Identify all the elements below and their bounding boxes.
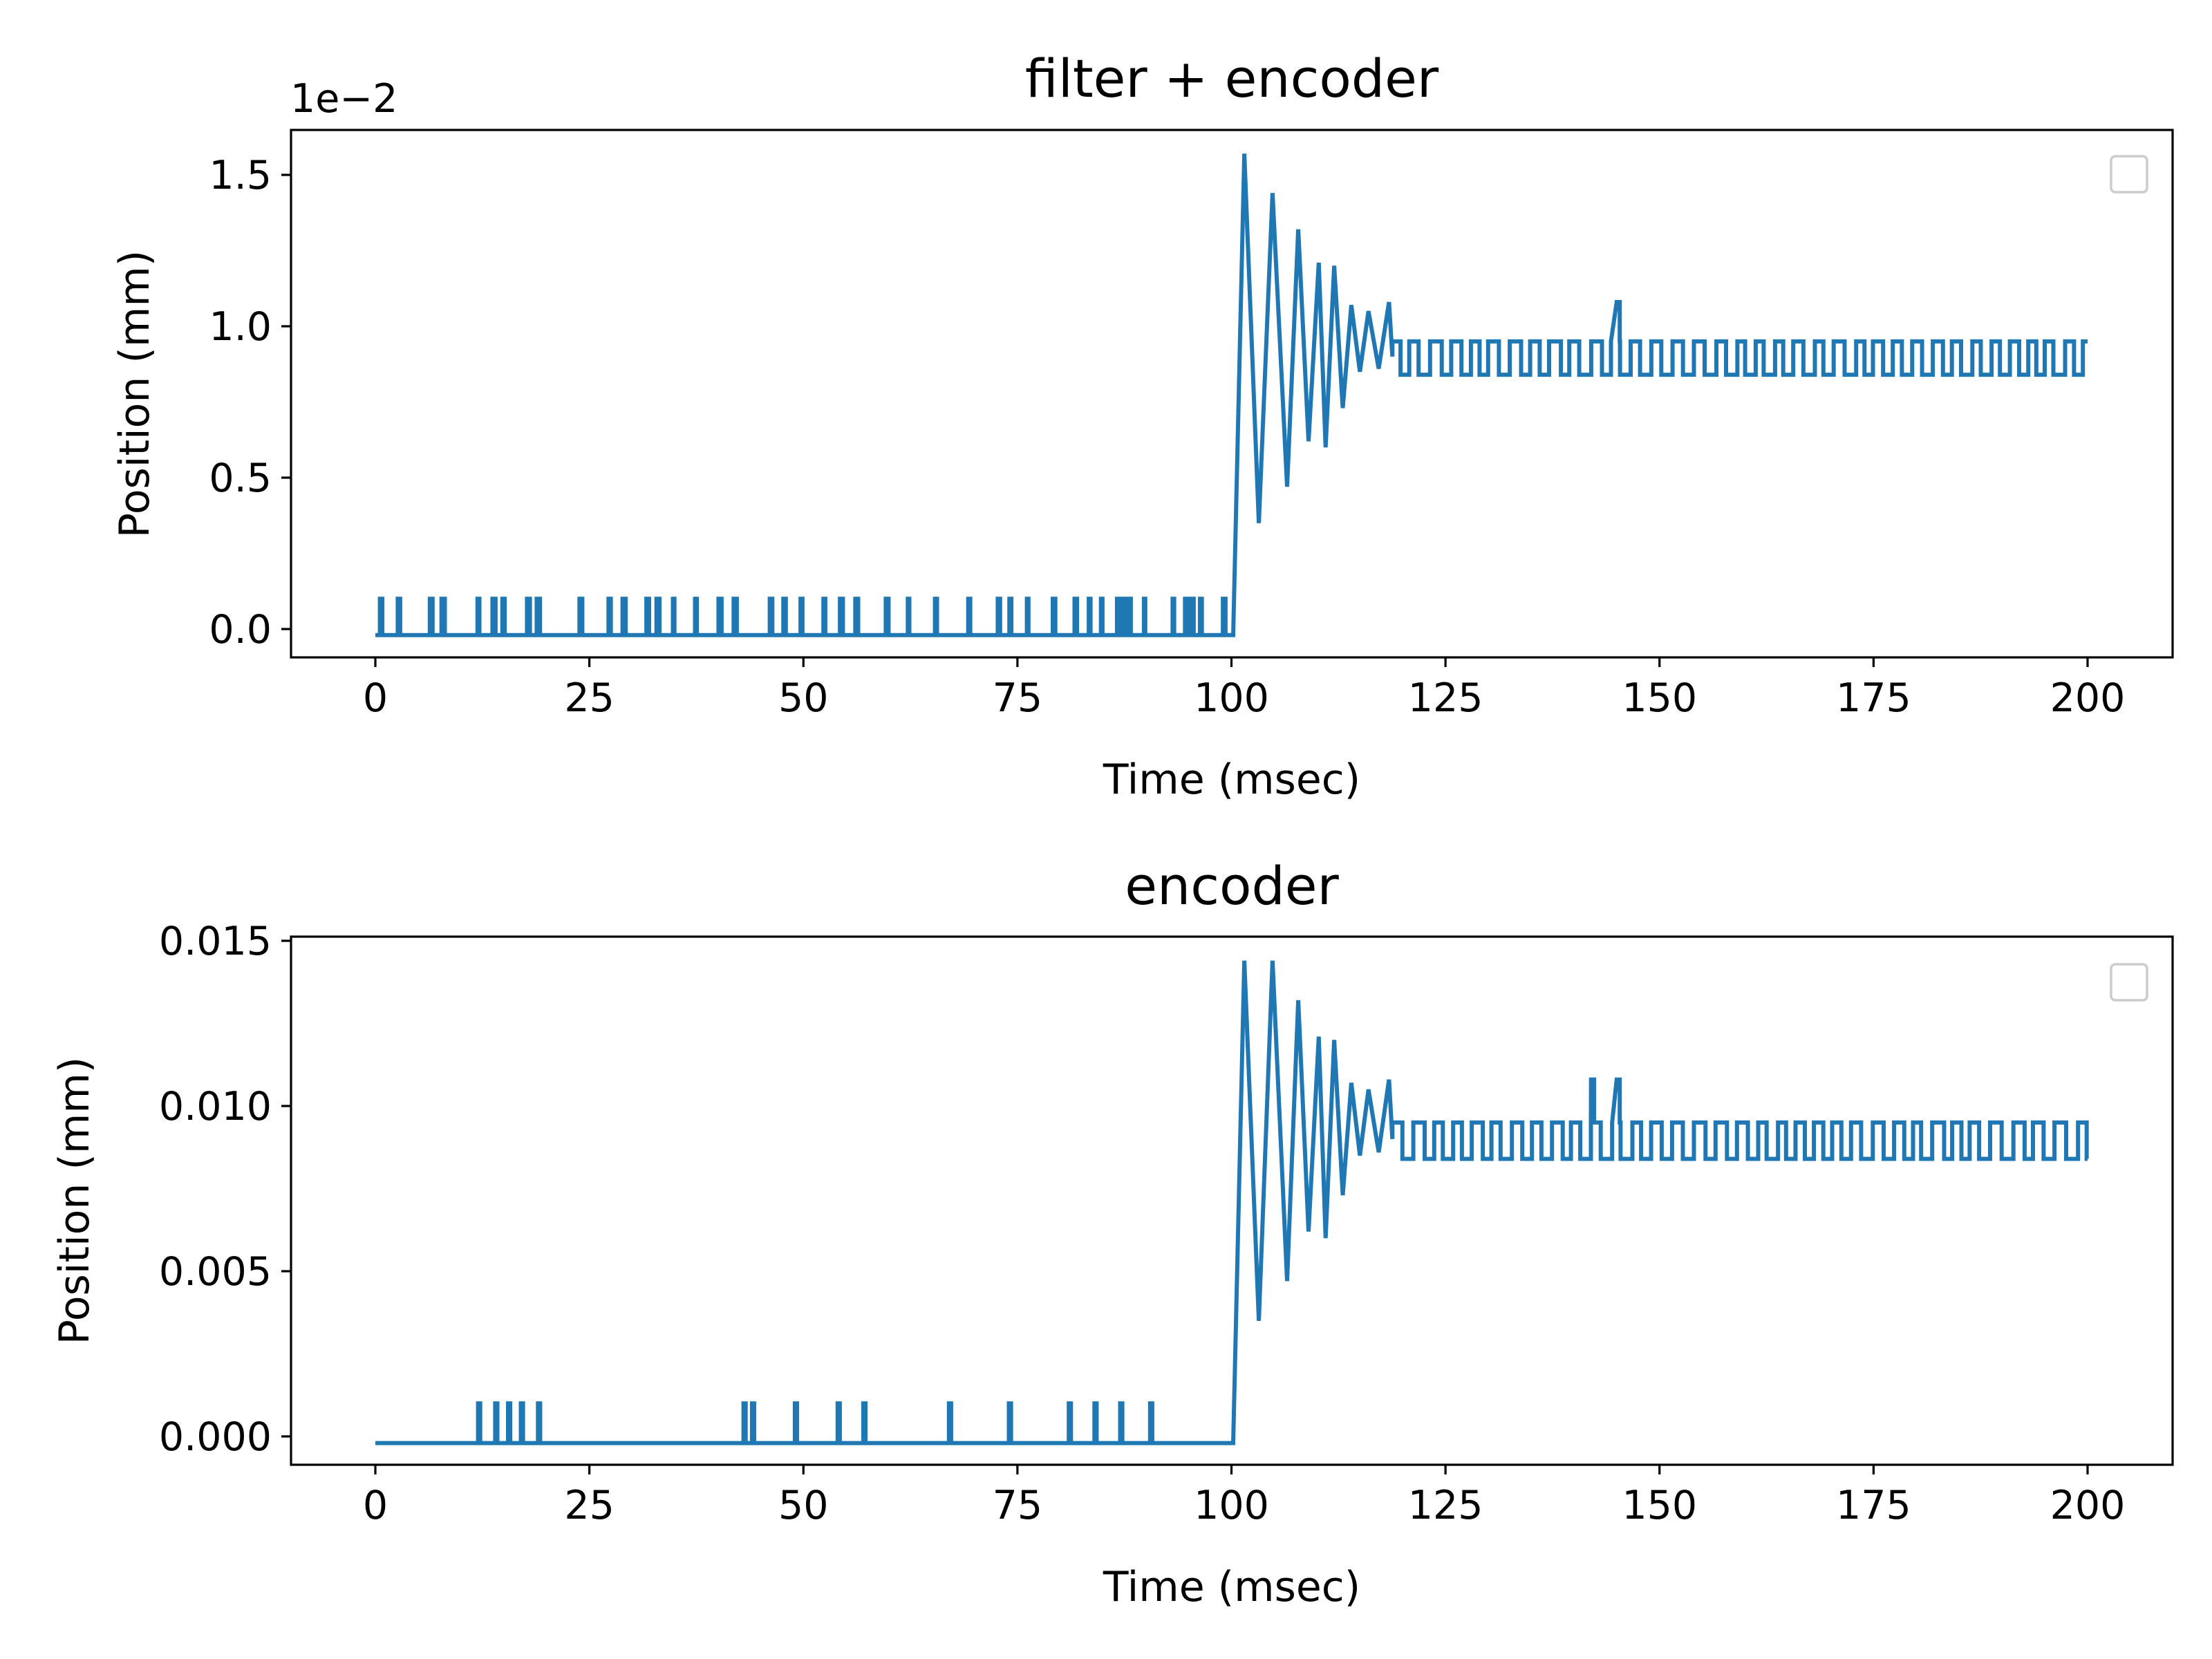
series-line — [375, 960, 2089, 1445]
x-tick-label: 125 — [1408, 1483, 1483, 1528]
x-tick-label: 200 — [2050, 675, 2126, 721]
plot-frame — [290, 129, 2174, 659]
subplot-title: filter + encoder — [1025, 48, 1439, 109]
x-tick-label: 25 — [564, 675, 615, 721]
x-tick-label: 25 — [564, 1483, 615, 1528]
x-tick-label: 100 — [1194, 675, 1269, 721]
y-tick-label: 1.5 — [209, 153, 272, 198]
x-axis: 0 25 50 75 100 125 150 175 200 — [363, 1465, 2126, 1528]
x-tick-label: 50 — [778, 675, 829, 721]
y-offset-label: 1e−2 — [290, 76, 397, 122]
legend-box — [2110, 155, 2148, 194]
y-tick-label: 0.015 — [159, 919, 272, 964]
series-line — [375, 153, 2088, 637]
y-tick-label: 0.5 — [209, 456, 272, 501]
x-axis-label: Time (msec) — [1103, 1563, 1360, 1611]
y-tick-label: 0.0 — [209, 607, 272, 653]
x-axis-label: Time (msec) — [1103, 756, 1360, 804]
x-tick-label: 100 — [1194, 1483, 1269, 1528]
y-tick-label: 0.010 — [159, 1084, 272, 1130]
x-tick-label: 200 — [2050, 1483, 2126, 1528]
y-axis: 0.000 0.005 0.010 0.015 — [159, 919, 291, 1460]
x-tick-label: 50 — [778, 1483, 829, 1528]
y-axis: 0.0 0.5 1.0 1.5 — [209, 153, 291, 653]
plot-frame — [290, 935, 2174, 1466]
subplot-filter-encoder: filter + encoder 1e−2 0 25 50 75 100 125 150 17… — [111, 48, 2174, 804]
x-tick-label: 75 — [993, 675, 1043, 721]
legend-box — [2110, 963, 2148, 1002]
y-tick-label: 0.000 — [159, 1414, 272, 1460]
x-tick-label: 150 — [1622, 675, 1697, 721]
y-axis-label: Position (mm) — [50, 1057, 99, 1344]
y-tick-label: 1.0 — [209, 304, 272, 350]
x-axis: 0 25 50 75 100 125 150 175 200 — [363, 657, 2126, 721]
x-tick-label: 175 — [1836, 1483, 1911, 1528]
x-tick-label: 150 — [1622, 1483, 1697, 1528]
y-tick-label: 0.005 — [159, 1249, 272, 1295]
x-tick-label: 0 — [363, 1483, 388, 1528]
x-tick-label: 0 — [363, 675, 388, 721]
y-axis-label: Position (mm) — [111, 250, 159, 538]
x-tick-label: 175 — [1836, 675, 1911, 721]
x-tick-label: 75 — [993, 1483, 1043, 1528]
subplot-encoder: encoder 0 25 50 75 100 125 150 175 200 0.0000.00… — [50, 855, 2174, 1611]
x-tick-label: 125 — [1408, 675, 1483, 721]
subplot-title: encoder — [1125, 855, 1339, 917]
